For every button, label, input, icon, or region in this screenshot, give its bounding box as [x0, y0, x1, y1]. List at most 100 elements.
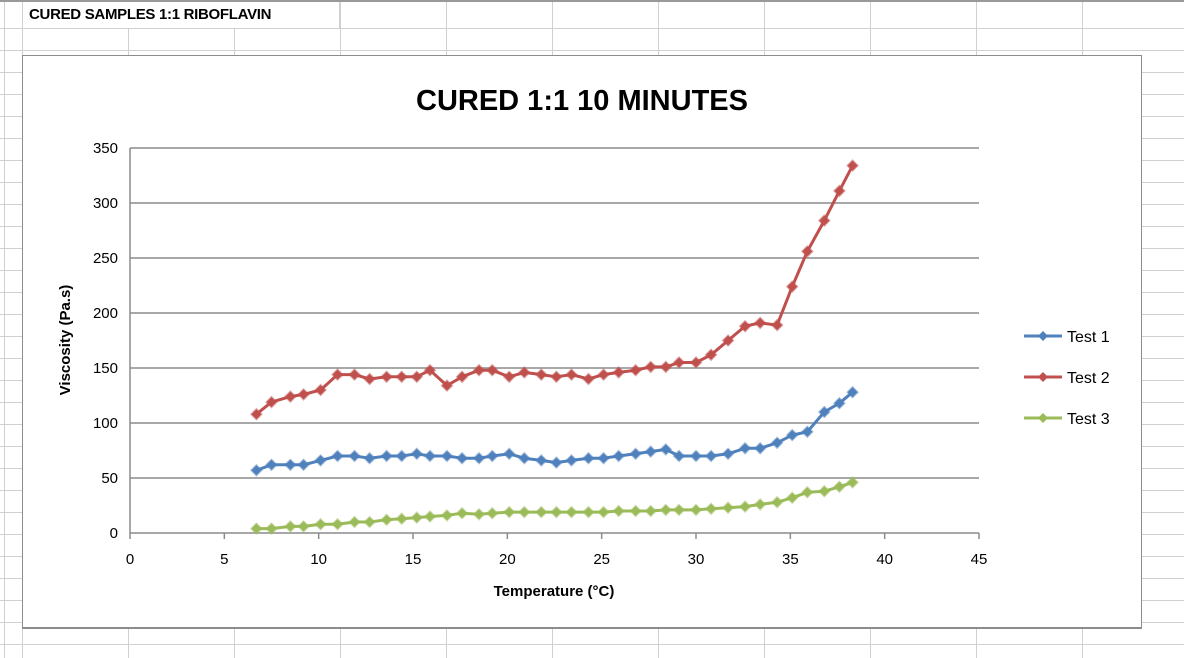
data-point — [800, 425, 814, 439]
data-point — [770, 495, 784, 509]
data-point — [612, 504, 626, 518]
data-point — [753, 497, 767, 511]
data-point — [265, 522, 278, 536]
data-point — [738, 500, 752, 514]
legend-label: Test 1 — [1067, 329, 1110, 346]
data-point — [314, 383, 327, 397]
data-point — [440, 449, 454, 463]
data-point — [517, 451, 531, 465]
data-point — [582, 451, 595, 465]
data-point — [455, 451, 469, 465]
data-point — [644, 360, 658, 374]
data-point — [472, 507, 486, 521]
sheet-top-border — [0, 0, 1184, 2]
data-point — [846, 159, 860, 173]
x-tick-label: 15 — [405, 551, 422, 568]
y-tick-label: 250 — [93, 250, 118, 267]
data-point — [659, 442, 673, 456]
y-tick-label: 300 — [93, 195, 118, 212]
data-point — [785, 491, 799, 505]
data-point — [549, 456, 563, 470]
y-axis-label: Viscosity (Pa.s) — [57, 285, 74, 396]
data-point — [502, 505, 516, 519]
y-tick-label: 200 — [93, 305, 118, 322]
y-tick-label: 50 — [101, 470, 118, 487]
data-point — [314, 453, 327, 467]
sheet-title-cell[interactable]: CURED SAMPLES 1:1 RIBOFLAVIN — [23, 2, 340, 28]
data-point — [549, 505, 563, 519]
data-point — [846, 475, 860, 489]
data-point — [348, 515, 361, 529]
data-point — [800, 244, 814, 258]
data-point — [659, 360, 673, 374]
data-point — [410, 447, 424, 461]
data-point — [565, 453, 578, 467]
data-point — [472, 363, 486, 377]
data-point — [704, 348, 718, 362]
data-point — [485, 363, 499, 377]
legend-marker-icon — [1038, 372, 1048, 382]
data-point — [363, 372, 377, 386]
data-point — [249, 407, 263, 421]
data-point — [348, 368, 361, 382]
data-point — [380, 449, 394, 463]
data-point — [644, 504, 658, 518]
data-point — [485, 506, 499, 520]
data-point — [659, 503, 673, 517]
x-axis-label: Temperature (°C) — [494, 583, 615, 600]
data-point — [770, 318, 784, 332]
data-point — [380, 370, 394, 384]
y-tick-label: 350 — [93, 140, 118, 157]
data-point — [565, 505, 578, 519]
data-point — [455, 506, 469, 520]
data-point — [265, 395, 278, 409]
x-tick-label: 10 — [310, 551, 327, 568]
data-point — [597, 368, 610, 382]
data-point — [689, 356, 703, 369]
data-point — [502, 370, 516, 384]
data-point — [721, 501, 735, 515]
data-point — [770, 436, 784, 450]
data-point — [314, 517, 327, 531]
data-point — [753, 316, 767, 330]
x-tick-label: 30 — [688, 551, 705, 568]
x-tick-label: 45 — [971, 551, 988, 568]
data-point — [440, 379, 454, 393]
data-point — [297, 519, 310, 533]
data-point — [597, 451, 610, 465]
legend-label: Test 3 — [1067, 411, 1110, 428]
data-point — [249, 522, 263, 536]
x-tick-label: 35 — [782, 551, 799, 568]
x-tick-label: 0 — [126, 551, 134, 568]
y-tick-label: 0 — [110, 525, 118, 542]
data-point — [331, 368, 344, 382]
data-point — [423, 510, 437, 523]
data-point — [410, 370, 424, 384]
data-point — [738, 319, 752, 333]
data-point — [817, 484, 831, 498]
data-point — [644, 445, 658, 459]
data-point — [582, 372, 595, 386]
data-point — [455, 370, 469, 384]
data-point — [689, 503, 703, 517]
y-tick-label: 150 — [93, 360, 118, 377]
data-point — [832, 184, 846, 198]
data-point — [612, 449, 626, 463]
data-point — [534, 368, 548, 382]
data-point — [534, 505, 548, 519]
data-point — [832, 396, 846, 410]
data-point — [785, 428, 799, 442]
data-point — [629, 447, 643, 461]
data-point — [380, 513, 394, 527]
data-point — [704, 502, 718, 516]
data-point — [249, 463, 263, 477]
data-point — [517, 505, 531, 519]
data-point — [672, 449, 686, 463]
data-point — [283, 519, 297, 533]
data-point — [472, 451, 486, 465]
data-point — [565, 368, 578, 382]
data-point — [629, 504, 643, 518]
data-point — [582, 505, 595, 519]
data-point — [832, 480, 846, 494]
